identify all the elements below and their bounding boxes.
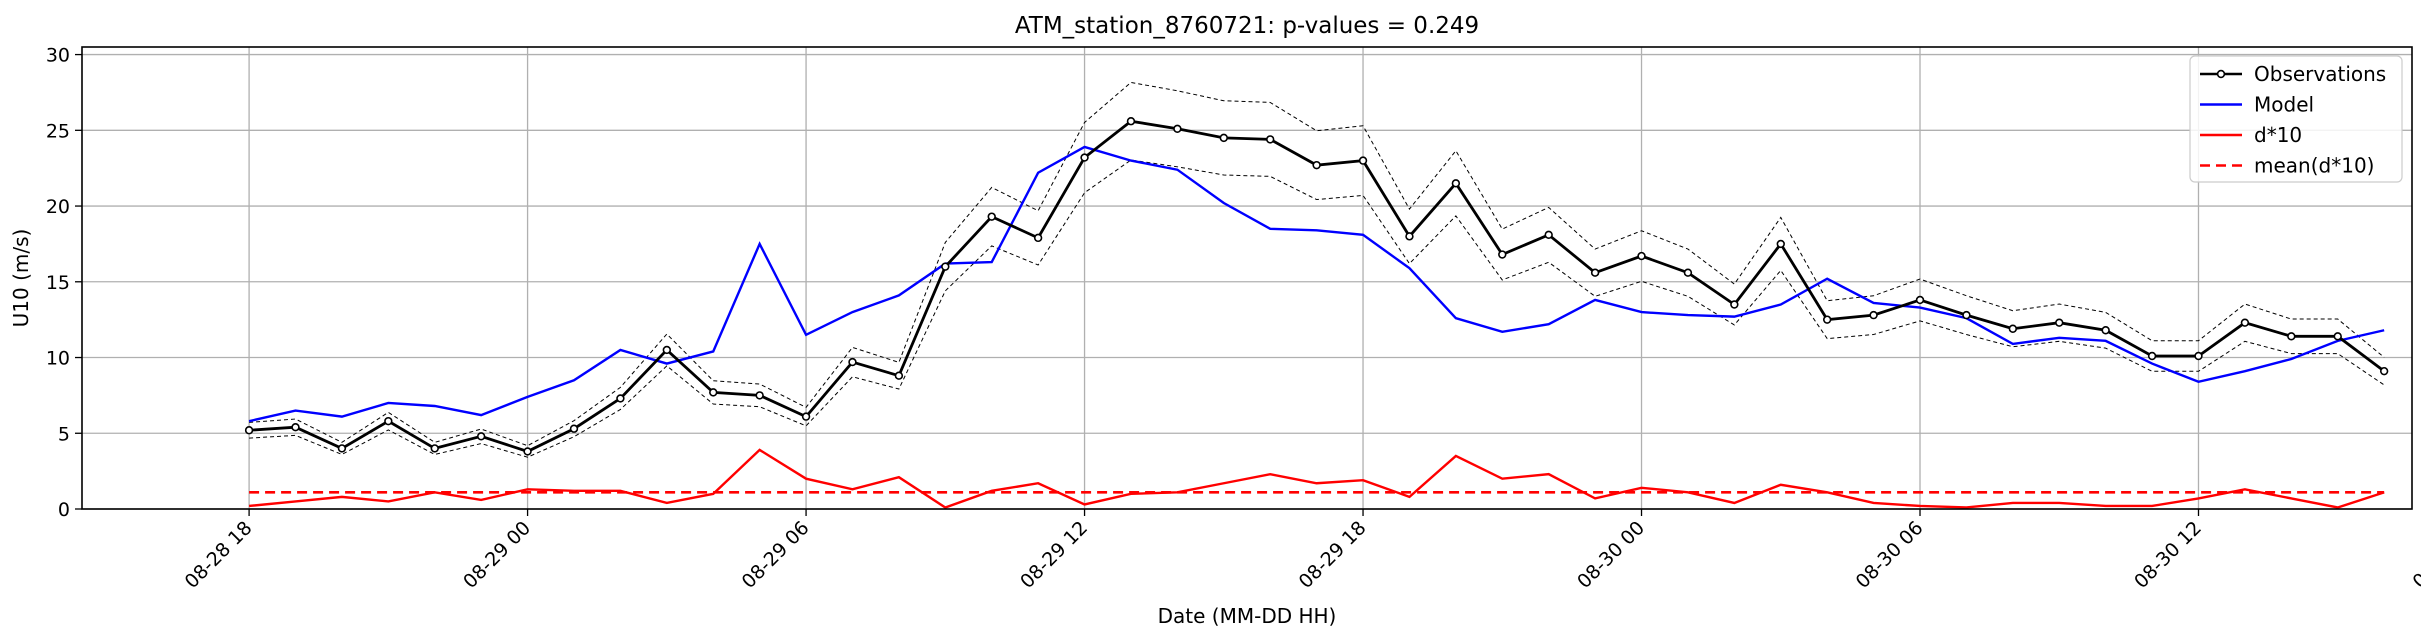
legend-entry: Observations <box>2200 62 2386 86</box>
y-tick-label: 5 <box>58 423 70 445</box>
observation-point <box>1126 117 1136 126</box>
plot-area <box>244 81 2389 509</box>
observation-point <box>1730 300 1739 309</box>
y-tick-label: 10 <box>46 348 70 370</box>
observation-point <box>801 412 811 421</box>
y-tick-label: 15 <box>46 272 70 294</box>
observation-point <box>1033 233 1043 243</box>
observation-point <box>384 416 393 426</box>
observation-point <box>1822 315 1832 324</box>
observation-point <box>1637 251 1646 261</box>
observation-point <box>1915 295 1925 305</box>
observation-point <box>2287 332 2296 341</box>
y-tick-label: 25 <box>46 120 70 142</box>
legend: Observations Model d*10 mean(d*10) <box>2189 55 2403 183</box>
legend-label: Model <box>2254 93 2314 117</box>
series-d10 <box>248 448 2385 509</box>
observation-point <box>2240 318 2250 327</box>
series-model <box>248 145 2385 423</box>
observation-point <box>1312 160 1321 170</box>
observation-point <box>1869 310 1878 320</box>
y-tick-label: 20 <box>46 196 70 218</box>
observation-point <box>2379 366 2389 376</box>
observation-point <box>1776 239 1785 249</box>
legend-box <box>2189 55 2403 183</box>
observation-point <box>430 444 439 453</box>
legend-label: Observations <box>2254 62 2386 86</box>
observation-point <box>1173 124 1182 133</box>
observation-point <box>1498 250 1507 259</box>
observation-point <box>755 391 764 400</box>
observation-point <box>569 424 579 433</box>
observation-point <box>337 444 347 453</box>
observation-point <box>2194 351 2203 361</box>
observation-point <box>1544 230 1553 240</box>
legend-entry: d*10 <box>2200 123 2302 147</box>
observation-point <box>941 262 950 271</box>
observation-point <box>2333 332 2342 341</box>
observation-point <box>1451 179 1461 188</box>
legend-label: mean(d*10) <box>2254 154 2374 178</box>
observation-point <box>894 371 904 380</box>
chart-title: ATM_station_8760721: p-values = 0.249 <box>1015 13 1479 39</box>
observation-point <box>1683 268 1693 277</box>
y-tick-label: 0 <box>58 499 70 521</box>
observation-point <box>987 212 996 221</box>
y-axis-label: U10 (m/s) <box>9 229 33 328</box>
observation-point <box>2008 324 2018 333</box>
observation-point <box>244 426 254 435</box>
observation-point <box>1358 156 1368 165</box>
observation-point <box>2101 326 2110 335</box>
legend-entry: mean(d*10) <box>2200 154 2374 178</box>
observation-point <box>291 423 300 432</box>
observation-point <box>2055 318 2064 327</box>
observation-point <box>1080 153 1089 162</box>
axes-frame <box>81 46 2413 510</box>
legend-marker <box>2216 69 2226 79</box>
y-tick-label: 30 <box>46 45 70 67</box>
obs-lower-envelope <box>249 159 2385 458</box>
observation-point <box>476 432 486 441</box>
observation-point <box>1590 268 1600 277</box>
observation-point <box>523 447 532 456</box>
grid-lines <box>82 47 2412 510</box>
x-axis-label: Date (MM-DD HH) <box>1158 604 1337 628</box>
observation-point <box>662 345 672 355</box>
legend-entry: Model <box>2200 93 2314 117</box>
legend-label: d*10 <box>2254 123 2302 147</box>
observation-point <box>2147 351 2157 361</box>
observation-point <box>616 394 625 403</box>
observation-point <box>1962 310 1971 320</box>
observation-point <box>848 357 857 367</box>
observation-point <box>1266 135 1275 144</box>
y-axis: 0 5 10 15 20 25 30 <box>46 45 82 521</box>
observation-point <box>1405 232 1414 241</box>
observation-point <box>1219 133 1228 143</box>
observation-point <box>709 388 718 397</box>
